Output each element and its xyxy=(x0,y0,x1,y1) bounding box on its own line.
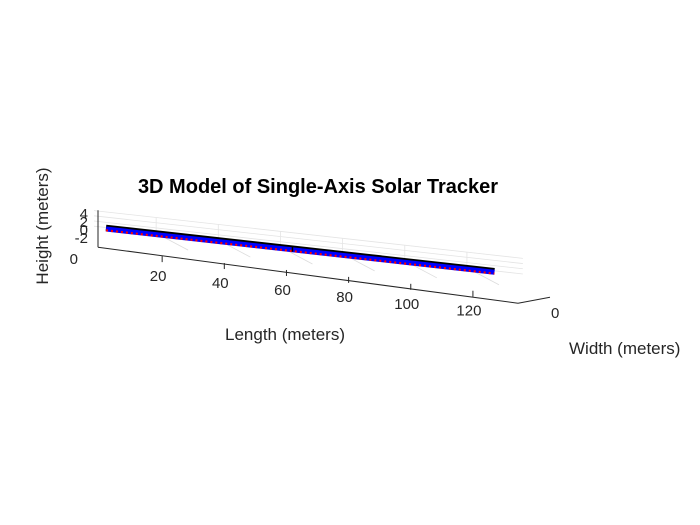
z-axis-label: Height (meters) xyxy=(33,167,52,284)
x-tick-label: 60 xyxy=(274,282,291,299)
y-axis-line xyxy=(517,296,551,304)
x-tick-label: 120 xyxy=(456,303,481,320)
gridline-z xyxy=(93,210,523,259)
z-tick-label: 0 xyxy=(70,251,78,268)
series-line-2 xyxy=(105,226,495,275)
x-tick-label: 100 xyxy=(394,296,419,313)
x-tick-label: 20 xyxy=(150,268,167,285)
y-tick-label: 0 xyxy=(551,305,559,322)
gridline-z xyxy=(93,215,523,264)
data-series xyxy=(105,224,495,275)
z-tick-label: -2 xyxy=(75,230,88,247)
z-tick-label: 2 xyxy=(80,214,88,231)
chart-title: 3D Model of Single-Axis Solar Tracker xyxy=(138,176,498,198)
gridline-z xyxy=(93,220,523,270)
axes-box xyxy=(97,210,551,304)
z-tick-label: 4 xyxy=(80,206,88,223)
series-line-3 xyxy=(105,229,495,275)
x-tick-label: 40 xyxy=(212,275,229,292)
x-tick-label: 80 xyxy=(336,289,353,306)
x-axis-line xyxy=(97,246,519,304)
y-axis-label: Width (meters) xyxy=(569,339,680,358)
x-axis-label: Length (meters) xyxy=(225,325,345,344)
z-tick-label: 0 xyxy=(80,222,88,239)
